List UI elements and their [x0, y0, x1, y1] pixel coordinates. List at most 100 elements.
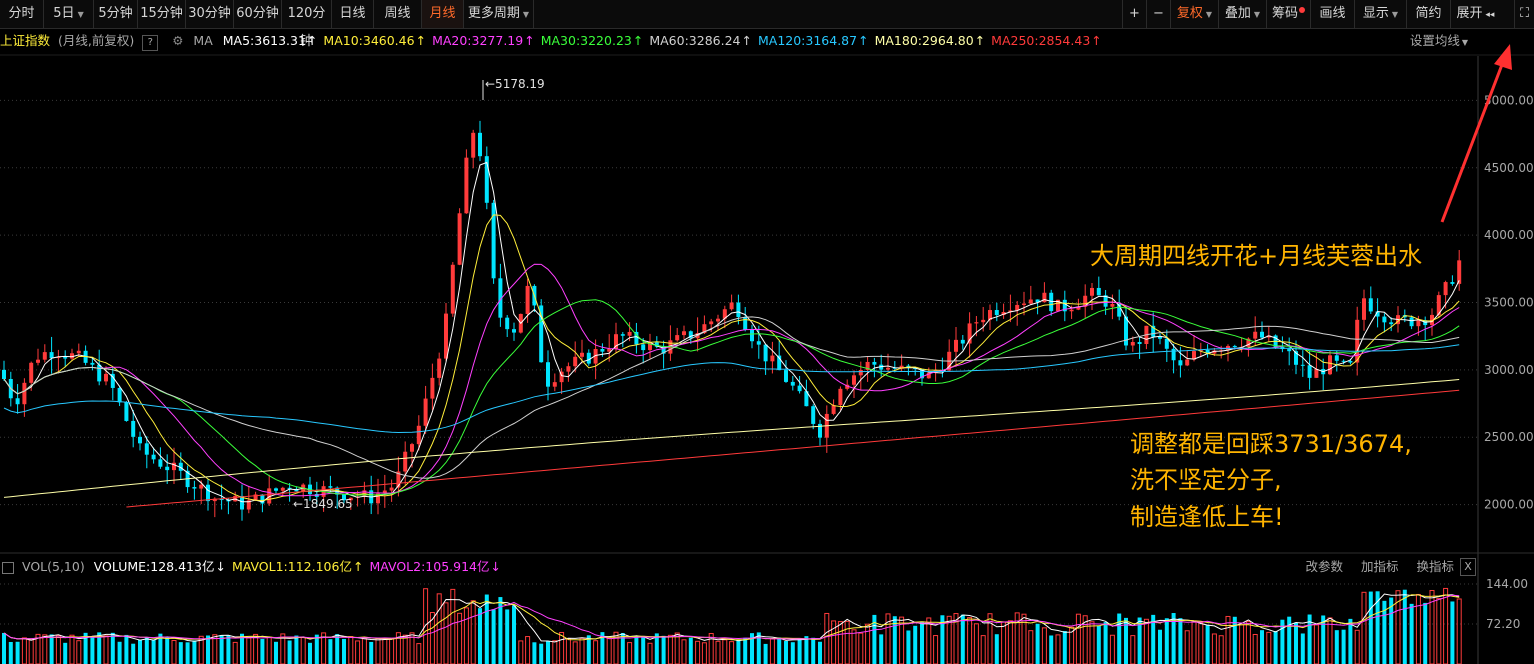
- volume-bar: [654, 633, 659, 664]
- candle-body: [886, 367, 890, 370]
- tab-label: 日线: [339, 6, 366, 21]
- candle-body: [539, 305, 544, 363]
- volume-bar: [708, 633, 714, 664]
- tab-period[interactable]: 分时: [0, 0, 44, 28]
- volume-bar: [634, 635, 639, 664]
- candle-body: [1096, 287, 1101, 296]
- expand-button[interactable]: 展开 ◂◂: [1450, 0, 1500, 28]
- volume-bar: [76, 640, 82, 664]
- candle-body: [1355, 319, 1360, 363]
- candle-body: [212, 498, 217, 502]
- candle-body: [1253, 331, 1258, 339]
- collapse-left-icon[interactable]: ◂◂: [1482, 10, 1495, 20]
- volume-bar: [967, 617, 973, 664]
- candle-body: [1457, 260, 1462, 284]
- candle-body: [1076, 306, 1081, 310]
- ma-line: [3, 379, 1460, 498]
- volume-bar: [1164, 618, 1169, 664]
- candle-body: [920, 369, 924, 379]
- candle-body: [131, 420, 136, 437]
- volume-bar: [280, 633, 286, 664]
- tab-period[interactable]: 60分钟: [234, 0, 282, 28]
- chips-button[interactable]: 筹码: [1266, 0, 1310, 28]
- simple-button[interactable]: 简约: [1406, 0, 1450, 28]
- volume-bar: [1341, 629, 1346, 664]
- candle-body: [743, 316, 748, 330]
- help-button[interactable]: ?: [142, 35, 159, 51]
- display-button[interactable]: 显示 ▼: [1354, 0, 1406, 28]
- tab-period[interactable]: 月线: [422, 0, 464, 28]
- volume-bar: [321, 632, 327, 664]
- zoom-in-button[interactable]: +: [1122, 0, 1146, 28]
- ma-value: MA120:3164.87: [757, 33, 858, 48]
- tab-period[interactable]: 15分钟: [138, 0, 186, 28]
- tab-period[interactable]: 日线: [332, 0, 374, 28]
- tool-label: −: [1153, 6, 1164, 21]
- candle-body: [750, 329, 754, 342]
- volume-bar: [1245, 621, 1251, 664]
- volume-bar: [1294, 622, 1298, 664]
- volume-bar: [980, 635, 986, 664]
- candle-body: [1300, 364, 1305, 366]
- ma-line: [126, 389, 1460, 508]
- adjust-button[interactable]: 复权 ▼: [1170, 0, 1218, 28]
- close-indicator-button[interactable]: X: [1460, 558, 1476, 576]
- volume-bar: [49, 634, 54, 664]
- volume-bar: [960, 614, 965, 664]
- ma-line: [3, 344, 1460, 434]
- volume-bar: [1117, 613, 1122, 664]
- candle-body: [1430, 314, 1434, 326]
- ma-line: [3, 299, 1460, 496]
- volume-bar: [722, 639, 728, 664]
- volume-bar: [402, 634, 408, 664]
- fullscreen-icon[interactable]: ⛶: [1514, 0, 1534, 28]
- gear-icon[interactable]: ⚙: [172, 33, 184, 48]
- volume-bar: [667, 634, 673, 664]
- overlay-button[interactable]: 叠加 ▼: [1218, 0, 1266, 28]
- candle-body: [614, 334, 618, 349]
- zoom-out-button[interactable]: −: [1146, 0, 1170, 28]
- candle-body: [410, 444, 414, 452]
- candle-body: [1117, 303, 1122, 317]
- volume-tick-label: 72.20: [1486, 617, 1520, 631]
- tab-period[interactable]: 30分钟: [186, 0, 234, 28]
- draw-line-button[interactable]: 画线: [1310, 0, 1354, 28]
- tab-period[interactable]: 周线: [374, 0, 422, 28]
- candle-body: [756, 341, 761, 345]
- candle-body: [1192, 351, 1196, 360]
- tab-period[interactable]: 更多周期 ▼: [464, 0, 534, 28]
- tab-period[interactable]: 120分钟: [282, 0, 332, 49]
- y-tick-label: 3500.00: [1484, 296, 1534, 310]
- tab-period[interactable]: 5分钟: [94, 0, 138, 28]
- candle-body: [1436, 295, 1441, 315]
- candle-body: [573, 356, 578, 367]
- volume-bar: [1429, 589, 1435, 664]
- checkbox-icon[interactable]: [2, 561, 14, 574]
- volume-bar: [769, 638, 775, 664]
- candle-body: [437, 358, 442, 378]
- ma-value: MA30:3220.23: [540, 33, 632, 48]
- volume-bar: [1151, 614, 1156, 664]
- change-indicator-button[interactable]: 换指标: [1416, 559, 1454, 574]
- edit-params-button[interactable]: 改参数: [1305, 559, 1343, 574]
- volume-bar: [688, 637, 693, 664]
- ma-value: MA180:2964.80: [874, 33, 974, 48]
- volume-bar: [1361, 591, 1367, 664]
- tab-period[interactable]: 5日 ▼: [44, 0, 94, 28]
- candle-body: [457, 213, 462, 265]
- candle-body: [661, 346, 666, 354]
- candle-body: [682, 331, 686, 336]
- candle-body: [192, 487, 197, 489]
- volume-bar: [1021, 613, 1027, 664]
- volume-bar: [987, 613, 993, 664]
- candle-body: [348, 497, 353, 501]
- volume-bar: [892, 616, 897, 664]
- volume-bar: [879, 634, 884, 664]
- volume-bar: [389, 637, 395, 664]
- candle-body: [63, 357, 68, 359]
- volume-bar: [226, 635, 231, 664]
- add-indicator-button[interactable]: 加指标: [1360, 559, 1399, 574]
- candle-body: [1348, 360, 1353, 363]
- candle-body: [430, 377, 435, 399]
- set-ma-button[interactable]: 设置均线 ▼: [1409, 33, 1468, 48]
